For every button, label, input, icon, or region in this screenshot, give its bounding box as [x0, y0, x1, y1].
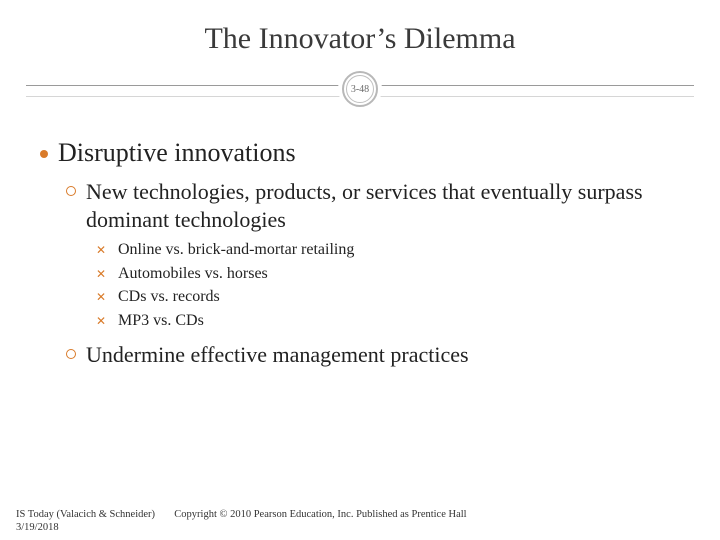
- footer-copyright: Copyright © 2010 Pearson Education, Inc.…: [174, 509, 466, 520]
- bullet-level-2: New technologies, products, or services …: [66, 178, 680, 233]
- x-bullet-icon: ✕: [96, 242, 108, 258]
- bullet-text: New technologies, products, or services …: [86, 178, 680, 233]
- bullet-text: Disruptive innovations: [58, 138, 296, 168]
- page-badge-circle: 3-48: [342, 71, 378, 107]
- circle-bullet-icon: [66, 186, 76, 196]
- bullet-text: MP3 vs. CDs: [118, 310, 204, 332]
- x-bullet-icon: ✕: [96, 289, 108, 305]
- bullet-text: CDs vs. records: [118, 286, 220, 308]
- footer-date: 3/19/2018: [16, 521, 467, 534]
- x-bullet-icon: ✕: [96, 266, 108, 282]
- footer: IS Today (Valacich & Schneider) Copyrigh…: [16, 508, 467, 534]
- page-badge: 3-48: [346, 75, 374, 103]
- bullet-level-2: Undermine effective management practices: [66, 341, 680, 369]
- x-bullet-icon: ✕: [96, 313, 108, 329]
- bullet-text: Automobiles vs. horses: [118, 263, 268, 285]
- title-area: The Innovator’s Dilemma: [0, 0, 720, 56]
- bullet-level-3: ✕ MP3 vs. CDs: [96, 310, 680, 332]
- bullet-level-3: ✕ CDs vs. records: [96, 286, 680, 308]
- bullet-level-1: Disruptive innovations: [40, 138, 680, 168]
- body: Disruptive innovations New technologies,…: [0, 110, 720, 369]
- disc-bullet-icon: [40, 150, 48, 158]
- footer-source: IS Today (Valacich & Schneider): [16, 509, 155, 520]
- bullet-level-3: ✕ Online vs. brick-and-mortar retailing: [96, 239, 680, 261]
- bullet-level-3: ✕ Automobiles vs. horses: [96, 263, 680, 285]
- slide: The Innovator’s Dilemma 3-48 Disruptive …: [0, 0, 720, 540]
- bullet-text: Online vs. brick-and-mortar retailing: [118, 239, 354, 261]
- divider: 3-48: [0, 68, 720, 110]
- circle-bullet-icon: [66, 349, 76, 359]
- bullet-text: Undermine effective management practices: [86, 341, 469, 369]
- slide-title: The Innovator’s Dilemma: [0, 22, 720, 56]
